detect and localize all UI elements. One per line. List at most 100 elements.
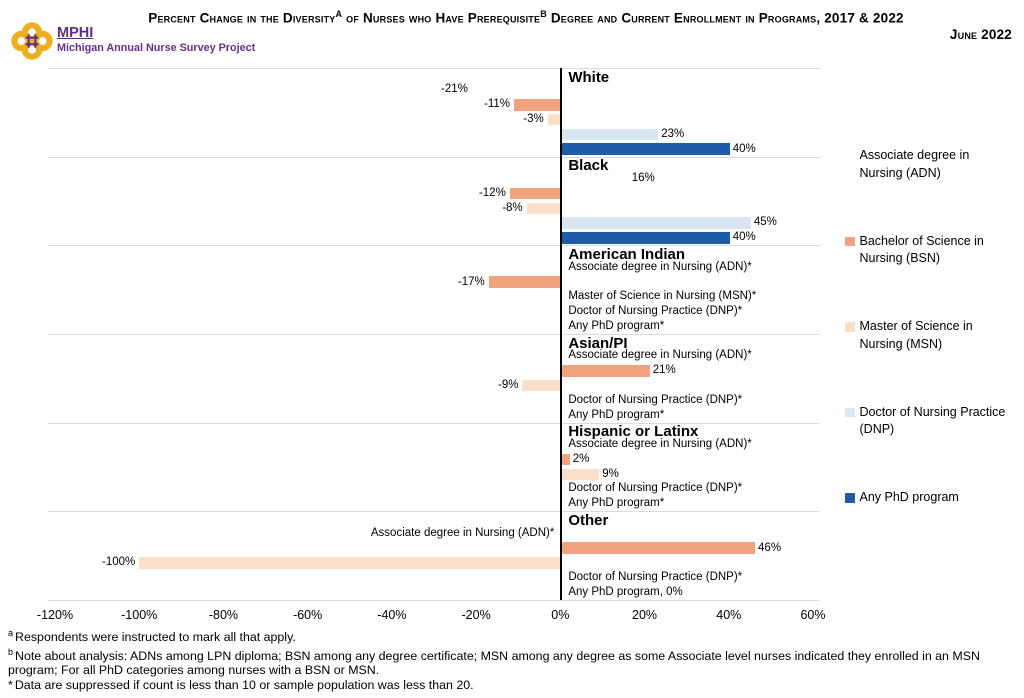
category-title: Hispanic or Latinx xyxy=(568,423,699,441)
bar-value-label: 40% xyxy=(732,142,756,155)
bar-bsn xyxy=(514,99,561,111)
chart-title: Percent Change in the DiversityA of Nurs… xyxy=(40,6,1012,27)
section-gridline xyxy=(48,245,820,247)
bar-value-label: Any PhD program, 0% xyxy=(568,585,683,598)
title-segment: of Nurses who Have Prerequisite xyxy=(342,10,541,26)
category-title: Asian/PI xyxy=(568,334,628,352)
footnote-text: Respondents were instructed to mark all … xyxy=(15,630,296,645)
category-title: Other xyxy=(568,511,609,529)
bar-value-label: 46% xyxy=(758,541,782,554)
legend-entry-phd: Any PhD program xyxy=(845,489,959,507)
bar-bsn xyxy=(561,453,570,466)
suppressed-label: Doctor of Nursing Practice (DNP)* xyxy=(568,482,743,495)
category-title: Black xyxy=(568,157,609,175)
section-gridline xyxy=(48,422,820,424)
bar-msn xyxy=(522,379,561,392)
legend-label: Associate degree in Nursing (ADN) xyxy=(859,148,970,180)
section-gridline xyxy=(48,68,820,69)
bar-value-label: 21% xyxy=(652,364,676,377)
legend-entry-msn: Master of Science in Nursing (MSN) xyxy=(845,318,1013,353)
footnote-suppression: * Data are suppressed if count is less th… xyxy=(8,678,1014,693)
category-title: American Indian xyxy=(568,245,686,263)
bar-msn xyxy=(561,468,600,481)
suppressed-label: Any PhD program* xyxy=(568,319,665,332)
x-tick-label: 20% xyxy=(632,608,658,622)
chart-subtitle-date: June 2022 xyxy=(949,26,1012,42)
legend-label: Doctor of Nursing Practice (DNP) xyxy=(859,404,1006,437)
bar-value-label: 2% xyxy=(572,452,590,465)
legend-swatch-dnp-icon xyxy=(845,407,855,418)
bar-value-label: 40% xyxy=(732,231,756,244)
legend-label: Bachelor of Science in Nursing (BSN) xyxy=(859,233,984,266)
title-segment: Percent Change in the Diversity xyxy=(148,10,336,26)
title-segment: Degree and Current Enrollment in Program… xyxy=(546,10,904,26)
bar-value-label: 23% xyxy=(661,127,685,140)
chart-plot-area: White -21% -11% -3% 23% 40% Black 16% -12% -8% 45%… xyxy=(48,68,820,601)
footnote-a: a Respondents were instructed to mark all… xyxy=(8,626,1014,645)
suppressed-label: Associate degree in Nursing (ADN)* xyxy=(568,349,752,362)
bar-value-label: -17% xyxy=(457,275,485,288)
legend-entry-bsn: Bachelor of Science in Nursing (BSN) xyxy=(845,233,1013,268)
bar-msn xyxy=(547,113,561,126)
x-tick-label: -80% xyxy=(208,608,239,622)
bar-dnp xyxy=(561,128,659,141)
legend-swatch-bsn-icon xyxy=(845,236,855,247)
title-superscript-b: B xyxy=(540,9,547,19)
suppressed-label: Any PhD program* xyxy=(568,408,665,421)
x-tick-label: -120% xyxy=(36,608,74,622)
bar-bsn xyxy=(561,365,650,377)
legend-swatch-phd-icon xyxy=(845,493,855,503)
bar-value-label: -3% xyxy=(523,113,544,126)
suppressed-label: Any PhD program* xyxy=(568,497,665,510)
legend-entry-adn: Associate degree in Nursing (ADN) xyxy=(845,147,1013,182)
x-tick-label: -20% xyxy=(461,608,491,622)
bar-value-label: 9% xyxy=(602,467,619,480)
legend-label: Any PhD program xyxy=(859,490,959,505)
suppressed-label: Associate degree in Nursing (ADN)* xyxy=(568,260,752,273)
suppressed-label: Doctor of Nursing Practice (DNP)* xyxy=(568,305,743,318)
bar-value-label: -8% xyxy=(502,201,523,214)
quatrefoil-knot-icon xyxy=(11,22,53,60)
mphi-logo-text[interactable]: MPHI xyxy=(57,25,94,41)
footnote-marker: b xyxy=(8,646,14,657)
legend-label: Master of Science in Nursing (MSN) xyxy=(859,319,973,351)
suppressed-label: Associate degree in Nursing (ADN)* xyxy=(370,526,555,539)
chart-title-block: Percent Change in the DiversityA of Nurs… xyxy=(40,6,1012,42)
suppressed-label: Doctor of Nursing Practice (DNP)* xyxy=(568,393,743,406)
bar-dnp xyxy=(561,217,751,229)
zero-axis-line xyxy=(560,68,562,600)
bar-value-label: -12% xyxy=(478,186,506,199)
footnote-b: b Note about analysis: ADNs among LPN dip… xyxy=(8,645,1014,678)
section-gridline xyxy=(48,511,820,513)
bar-value-label: -21% xyxy=(441,83,468,96)
x-tick-label: 60% xyxy=(800,608,826,622)
bar-phd xyxy=(561,143,730,155)
x-tick-label: 0% xyxy=(551,608,570,622)
footnotes: a Respondents were instructed to mark all… xyxy=(8,626,1014,692)
bar-adn xyxy=(561,173,629,185)
title-superscript-a: A xyxy=(335,9,343,19)
category-title: White xyxy=(568,68,610,86)
legend-swatch-adn-icon xyxy=(845,151,855,161)
legend-entry-dnp: Doctor of Nursing Practice (DNP) xyxy=(845,404,1013,439)
bar-adn xyxy=(471,84,561,96)
bar-value-label: 16% xyxy=(631,172,655,185)
project-name: Michigan Annual Nurse Survey Project xyxy=(57,42,256,54)
footnote-text: Data are suppressed if count is less tha… xyxy=(14,677,474,692)
bar-value-label: -9% xyxy=(497,379,519,392)
x-tick-label: -60% xyxy=(293,608,323,622)
bar-bsn xyxy=(488,276,561,288)
section-gridline xyxy=(48,600,820,601)
section-gridline xyxy=(48,334,820,335)
bar-phd xyxy=(561,232,730,244)
section-gridline xyxy=(48,156,820,158)
bar-msn xyxy=(139,557,561,569)
footnote-text: Note about analysis: ADNs among LPN dipl… xyxy=(8,648,980,678)
suppressed-label: Master of Science in Nursing (MSN)* xyxy=(568,290,757,303)
bar-msn xyxy=(526,202,561,215)
suppressed-label: Doctor of Nursing Practice (DNP)* xyxy=(568,571,743,584)
footnote-marker: a xyxy=(8,628,14,638)
bar-value-label: -100% xyxy=(101,556,136,569)
x-tick-label: -40% xyxy=(377,608,407,622)
